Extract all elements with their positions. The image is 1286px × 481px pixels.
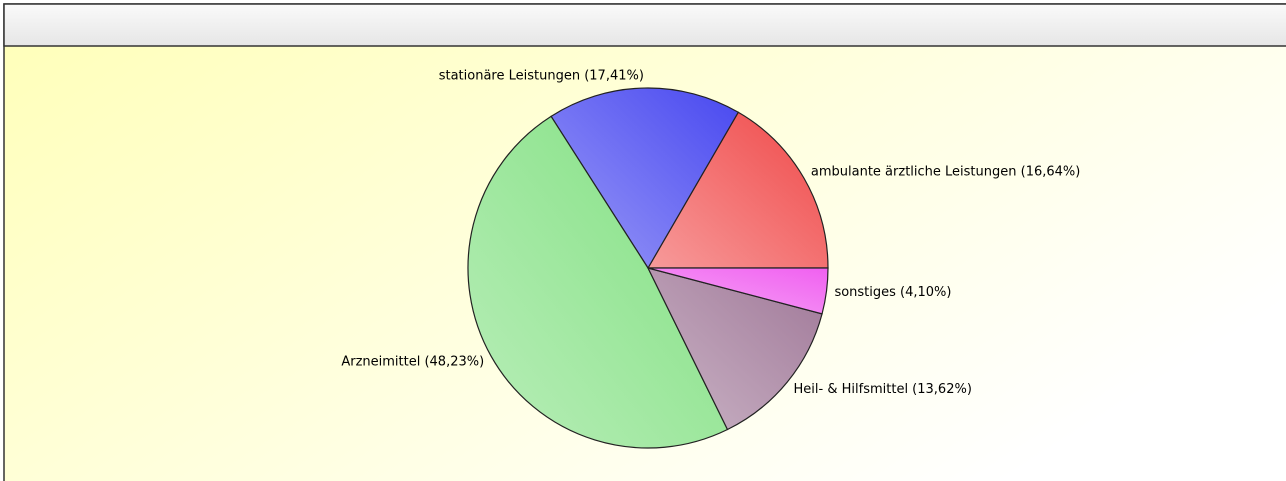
slice-label: Heil- & Hilfsmittel (13,62%) xyxy=(794,382,972,397)
panel-header xyxy=(3,3,1286,47)
slice-label: stationäre Leistungen (17,41%) xyxy=(439,69,644,84)
slice-label: sonstiges (4,10%) xyxy=(834,285,951,300)
slice-label: Arzneimittel (48,23%) xyxy=(341,355,484,370)
slice-label: ambulante ärztliche Leistungen (16,64%) xyxy=(811,165,1080,180)
pie-slice xyxy=(467,115,729,449)
pie-slice xyxy=(646,267,823,431)
pie-slice xyxy=(550,87,740,270)
pie xyxy=(467,87,829,449)
pie-slice xyxy=(646,111,829,269)
pie-slice xyxy=(647,267,829,315)
